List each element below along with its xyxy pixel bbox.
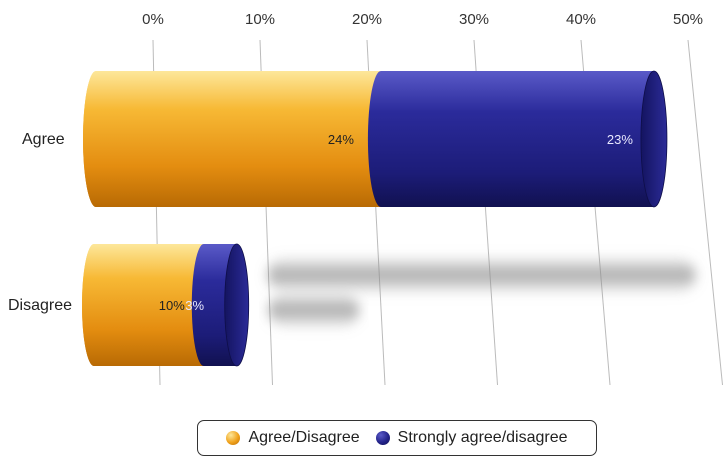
x-tick-label: 30%	[459, 11, 489, 28]
category-label: Agree	[22, 131, 65, 148]
legend-item-agree-disagree: Agree/Disagree	[226, 429, 360, 447]
bar-end-cap	[82, 244, 106, 366]
x-tick-label: 50%	[673, 11, 703, 28]
bar-end-cap	[640, 70, 668, 208]
legend: Agree/Disagree Strongly agree/disagree	[197, 420, 597, 456]
navy-swatch-icon	[375, 431, 390, 445]
bar-segment-strongly	[367, 71, 667, 207]
bar-shadow	[267, 257, 696, 293]
x-tick-label: 20%	[352, 11, 382, 28]
data-label: 24%	[328, 132, 354, 147]
bar-shadow	[268, 292, 360, 328]
legend-label: Strongly agree/disagree	[397, 429, 568, 446]
x-tick-label: 40%	[566, 11, 596, 28]
bar-segment-agree-disagree	[82, 244, 216, 366]
bar-end-cap	[224, 243, 250, 367]
legend-label: Agree/Disagree	[248, 429, 360, 446]
legend-item-strongly: Strongly agree/disagree	[375, 429, 568, 447]
data-label: 10%	[159, 298, 185, 313]
orange-swatch-icon	[226, 431, 241, 445]
category-label: Disagree	[8, 297, 72, 314]
gridline	[687, 39, 723, 386]
x-tick-label: 0%	[142, 11, 164, 28]
data-label: 3%	[185, 298, 204, 313]
bar-chart: 0% 10% 20% 30% 40% 50%Agree 24% 23%Disagree 10% 3…	[8, 11, 723, 386]
bar-segment-agree-disagree	[83, 71, 394, 207]
bar-end-cap	[83, 71, 109, 207]
x-tick-label: 10%	[245, 11, 275, 28]
data-label: 23%	[607, 132, 633, 147]
